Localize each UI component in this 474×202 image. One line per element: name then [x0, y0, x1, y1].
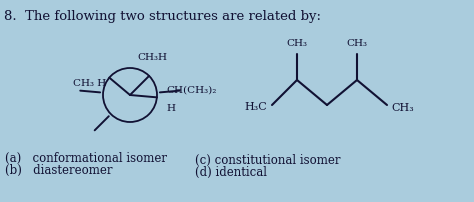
Text: CH₃ H: CH₃ H — [73, 79, 106, 87]
Text: CH₃: CH₃ — [391, 103, 414, 113]
Text: CH₃H: CH₃H — [138, 53, 168, 62]
Text: CH₃: CH₃ — [346, 39, 367, 48]
Text: (d) identical: (d) identical — [195, 166, 267, 179]
Text: (a)   conformational isomer: (a) conformational isomer — [5, 152, 167, 165]
Text: (c) constitutional isomer: (c) constitutional isomer — [195, 154, 340, 167]
Text: CH(CH₃)₂: CH(CH₃)₂ — [167, 86, 217, 95]
Text: H₃C: H₃C — [244, 102, 267, 112]
Text: 8.  The following two structures are related by:: 8. The following two structures are rela… — [4, 10, 321, 23]
Text: CH₃: CH₃ — [286, 39, 308, 48]
Text: H: H — [167, 104, 176, 113]
Text: (b)   diastereomer: (b) diastereomer — [5, 164, 112, 177]
